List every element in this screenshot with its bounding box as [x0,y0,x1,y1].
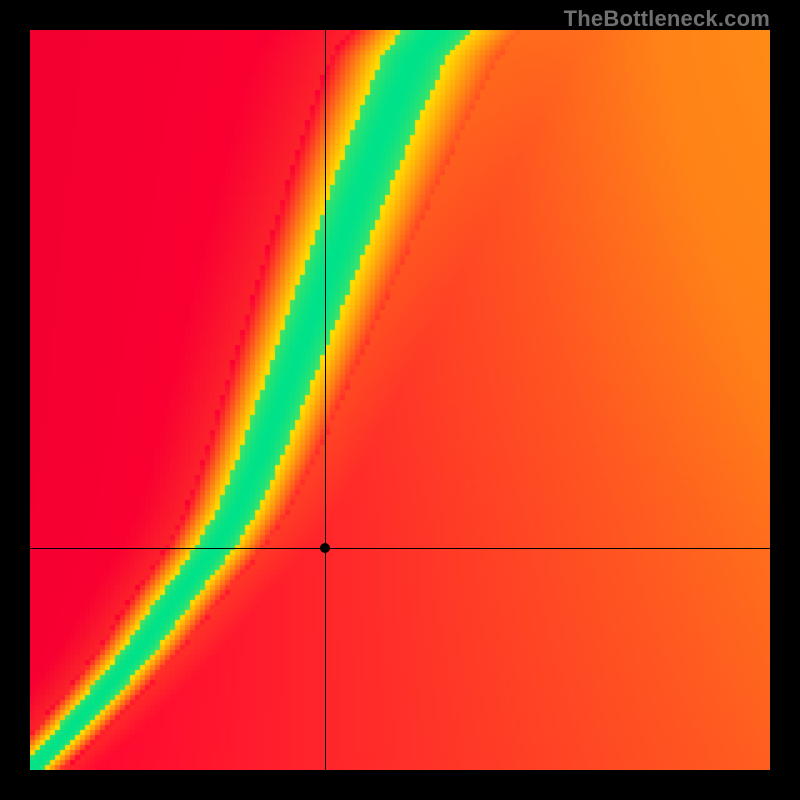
watermark-text: TheBottleneck.com [564,6,770,32]
heatmap-canvas [30,30,770,770]
crosshair-horizontal [30,548,770,549]
chart-frame [0,0,800,800]
crosshair-vertical [325,30,326,770]
